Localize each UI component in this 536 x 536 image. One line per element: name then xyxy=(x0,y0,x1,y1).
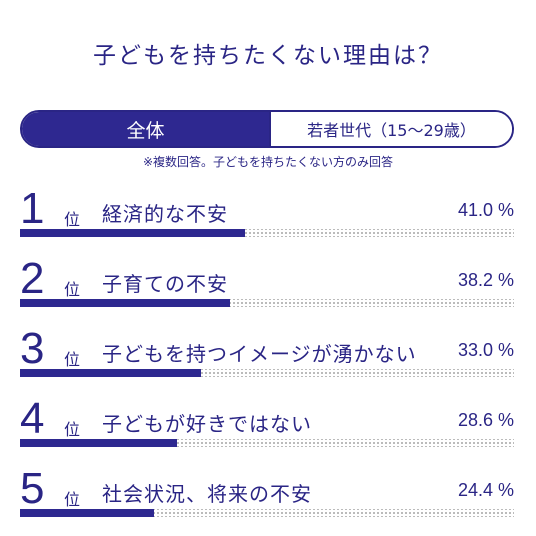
rank-number: 1 xyxy=(20,184,45,233)
bar-track xyxy=(20,439,514,447)
bar-track xyxy=(20,509,514,517)
footnote: ※複数回答。子どもを持ちたくない方のみ回答 xyxy=(142,155,394,169)
bar-fill xyxy=(20,229,246,237)
rank-row: 2 位 子育ての不安 38.2 % xyxy=(0,256,536,326)
bar-fill xyxy=(20,369,202,377)
rank-row: 3 位 子どもを持つイメージが湧かない 33.0 % xyxy=(0,326,536,396)
rank-label: 子どもを持つイメージが湧かない xyxy=(102,342,417,366)
rank-value: 38.2 % xyxy=(457,270,514,290)
tab-youth[interactable]: 若者世代（15～29歳） xyxy=(269,112,512,146)
rank-value: 28.6 % xyxy=(457,410,514,430)
bar-fill xyxy=(20,439,177,447)
rank-row: 1 位 経済的な不安 41.0 % xyxy=(0,186,536,256)
rank-label: 社会状況、将来の不安 xyxy=(102,482,312,506)
rank-number: 5 xyxy=(20,464,45,513)
rank-number: 2 xyxy=(20,254,45,303)
bar-track xyxy=(20,369,514,377)
rank-suffix: 位 xyxy=(64,350,81,369)
segment-tabs: 全体 若者世代（15～29歳） xyxy=(20,110,514,148)
rank-suffix: 位 xyxy=(64,210,81,229)
rank-suffix: 位 xyxy=(64,490,81,509)
rank-suffix: 位 xyxy=(64,280,81,299)
tab-all[interactable]: 全体 xyxy=(22,112,269,146)
bar-fill xyxy=(20,299,230,307)
rank-row: 4 位 子どもが好きではない 28.6 % xyxy=(0,396,536,466)
rank-label: 子どもが好きではない xyxy=(102,412,312,436)
bar-fill xyxy=(20,509,154,517)
rank-suffix: 位 xyxy=(64,420,81,439)
rank-label: 子育ての不安 xyxy=(102,272,228,296)
page-title: 子どもを持ちたくない理由は？ xyxy=(93,43,443,69)
rank-number: 3 xyxy=(20,324,45,373)
rank-label: 経済的な不安 xyxy=(102,202,228,226)
rank-number: 4 xyxy=(20,394,45,443)
bar-track xyxy=(20,299,514,307)
rank-value: 24.4 % xyxy=(457,480,514,500)
bar-track xyxy=(20,229,514,237)
rank-value: 41.0 % xyxy=(457,200,514,220)
rank-row: 5 位 社会状況、将来の不安 24.4 % xyxy=(0,466,536,536)
rank-value: 33.0 % xyxy=(457,340,514,360)
